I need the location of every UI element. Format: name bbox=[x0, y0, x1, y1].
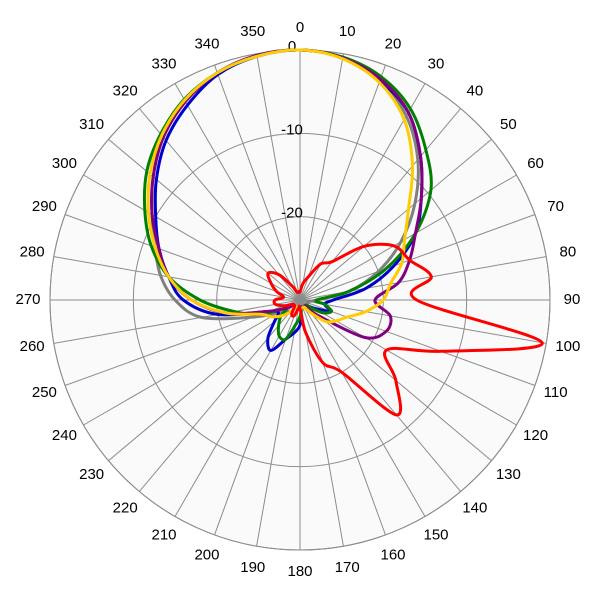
radial-grid-line bbox=[53, 256, 301, 301]
radial-grid-line bbox=[299, 53, 344, 301]
angle-tick-label: 220 bbox=[113, 499, 138, 516]
angle-tick-label: 250 bbox=[32, 384, 57, 401]
angle-tick-label: 310 bbox=[79, 116, 104, 133]
angle-tick-label: 90 bbox=[564, 291, 581, 308]
angle-tick-label: 200 bbox=[194, 547, 219, 564]
angle-tick-label: 10 bbox=[339, 23, 356, 40]
angle-tick-label: 240 bbox=[52, 427, 77, 444]
angle-tick-label: 40 bbox=[466, 83, 483, 100]
angle-tick-label: 80 bbox=[560, 244, 577, 261]
r-tick-label: -10 bbox=[281, 121, 303, 138]
angle-tick-label: 150 bbox=[423, 527, 448, 544]
angle-tick-label: 50 bbox=[500, 116, 517, 133]
angle-tick-label: 280 bbox=[20, 244, 45, 261]
angle-tick-label: 110 bbox=[544, 384, 568, 401]
radial-grid-line bbox=[299, 214, 536, 301]
angle-tick-label: 330 bbox=[151, 55, 176, 72]
angle-tick-label: 300 bbox=[52, 155, 77, 172]
radial-grid-line bbox=[83, 299, 301, 426]
angle-tick-label: 290 bbox=[32, 198, 57, 215]
radial-grid-line bbox=[214, 64, 301, 301]
radial-grid-line bbox=[299, 138, 492, 301]
r-tick-label: -20 bbox=[281, 205, 303, 222]
angle-tick-label: 350 bbox=[240, 23, 265, 40]
radial-grid-line bbox=[299, 299, 386, 536]
angle-tick-label: 260 bbox=[20, 338, 45, 355]
angle-tick-label: 190 bbox=[240, 559, 265, 576]
radial-grid-line bbox=[299, 299, 462, 492]
ring-grid-line bbox=[132, 132, 468, 468]
angle-tick-label: 170 bbox=[335, 559, 360, 576]
radial-grid-line bbox=[174, 83, 301, 301]
radial-grid-line bbox=[256, 53, 301, 301]
angle-tick-label: 270 bbox=[15, 291, 40, 308]
angle-tick-label: 340 bbox=[194, 35, 219, 52]
radial-grid-line bbox=[299, 64, 386, 301]
angle-tick-label: 140 bbox=[462, 499, 487, 516]
radial-grid-line bbox=[83, 174, 301, 301]
angle-tick-label: 30 bbox=[428, 55, 445, 72]
radial-grid-line bbox=[299, 299, 536, 386]
angle-tick-label: 320 bbox=[113, 83, 138, 100]
angle-tick-label: 0 bbox=[296, 19, 304, 36]
radial-grid-line bbox=[299, 299, 344, 547]
radial-grid-line bbox=[299, 108, 462, 301]
angle-tick-label: 160 bbox=[381, 547, 406, 564]
radial-grid-line bbox=[138, 299, 301, 492]
angle-tick-label: 60 bbox=[527, 155, 544, 172]
radial-grid-line bbox=[256, 299, 301, 547]
radial-grid-line bbox=[299, 299, 426, 517]
angle-tick-label: 230 bbox=[79, 466, 104, 483]
angle-tick-label: 100 bbox=[555, 338, 580, 355]
angle-tick-label: 70 bbox=[547, 198, 564, 215]
angle-tick-label: 180 bbox=[287, 563, 312, 580]
angle-tick-label: 120 bbox=[523, 427, 548, 444]
pattern-line bbox=[266, 242, 544, 417]
r-tick-label: 0 bbox=[288, 38, 296, 55]
radial-grid-line bbox=[299, 299, 547, 344]
angle-tick-label: 130 bbox=[496, 466, 521, 483]
radial-grid-line bbox=[64, 214, 301, 301]
angle-tick-label: 210 bbox=[151, 527, 176, 544]
radial-grid-line bbox=[108, 299, 301, 462]
radial-grid-line bbox=[299, 174, 517, 301]
angle-tick-label: 20 bbox=[385, 35, 402, 52]
radial-grid-line bbox=[53, 299, 301, 344]
